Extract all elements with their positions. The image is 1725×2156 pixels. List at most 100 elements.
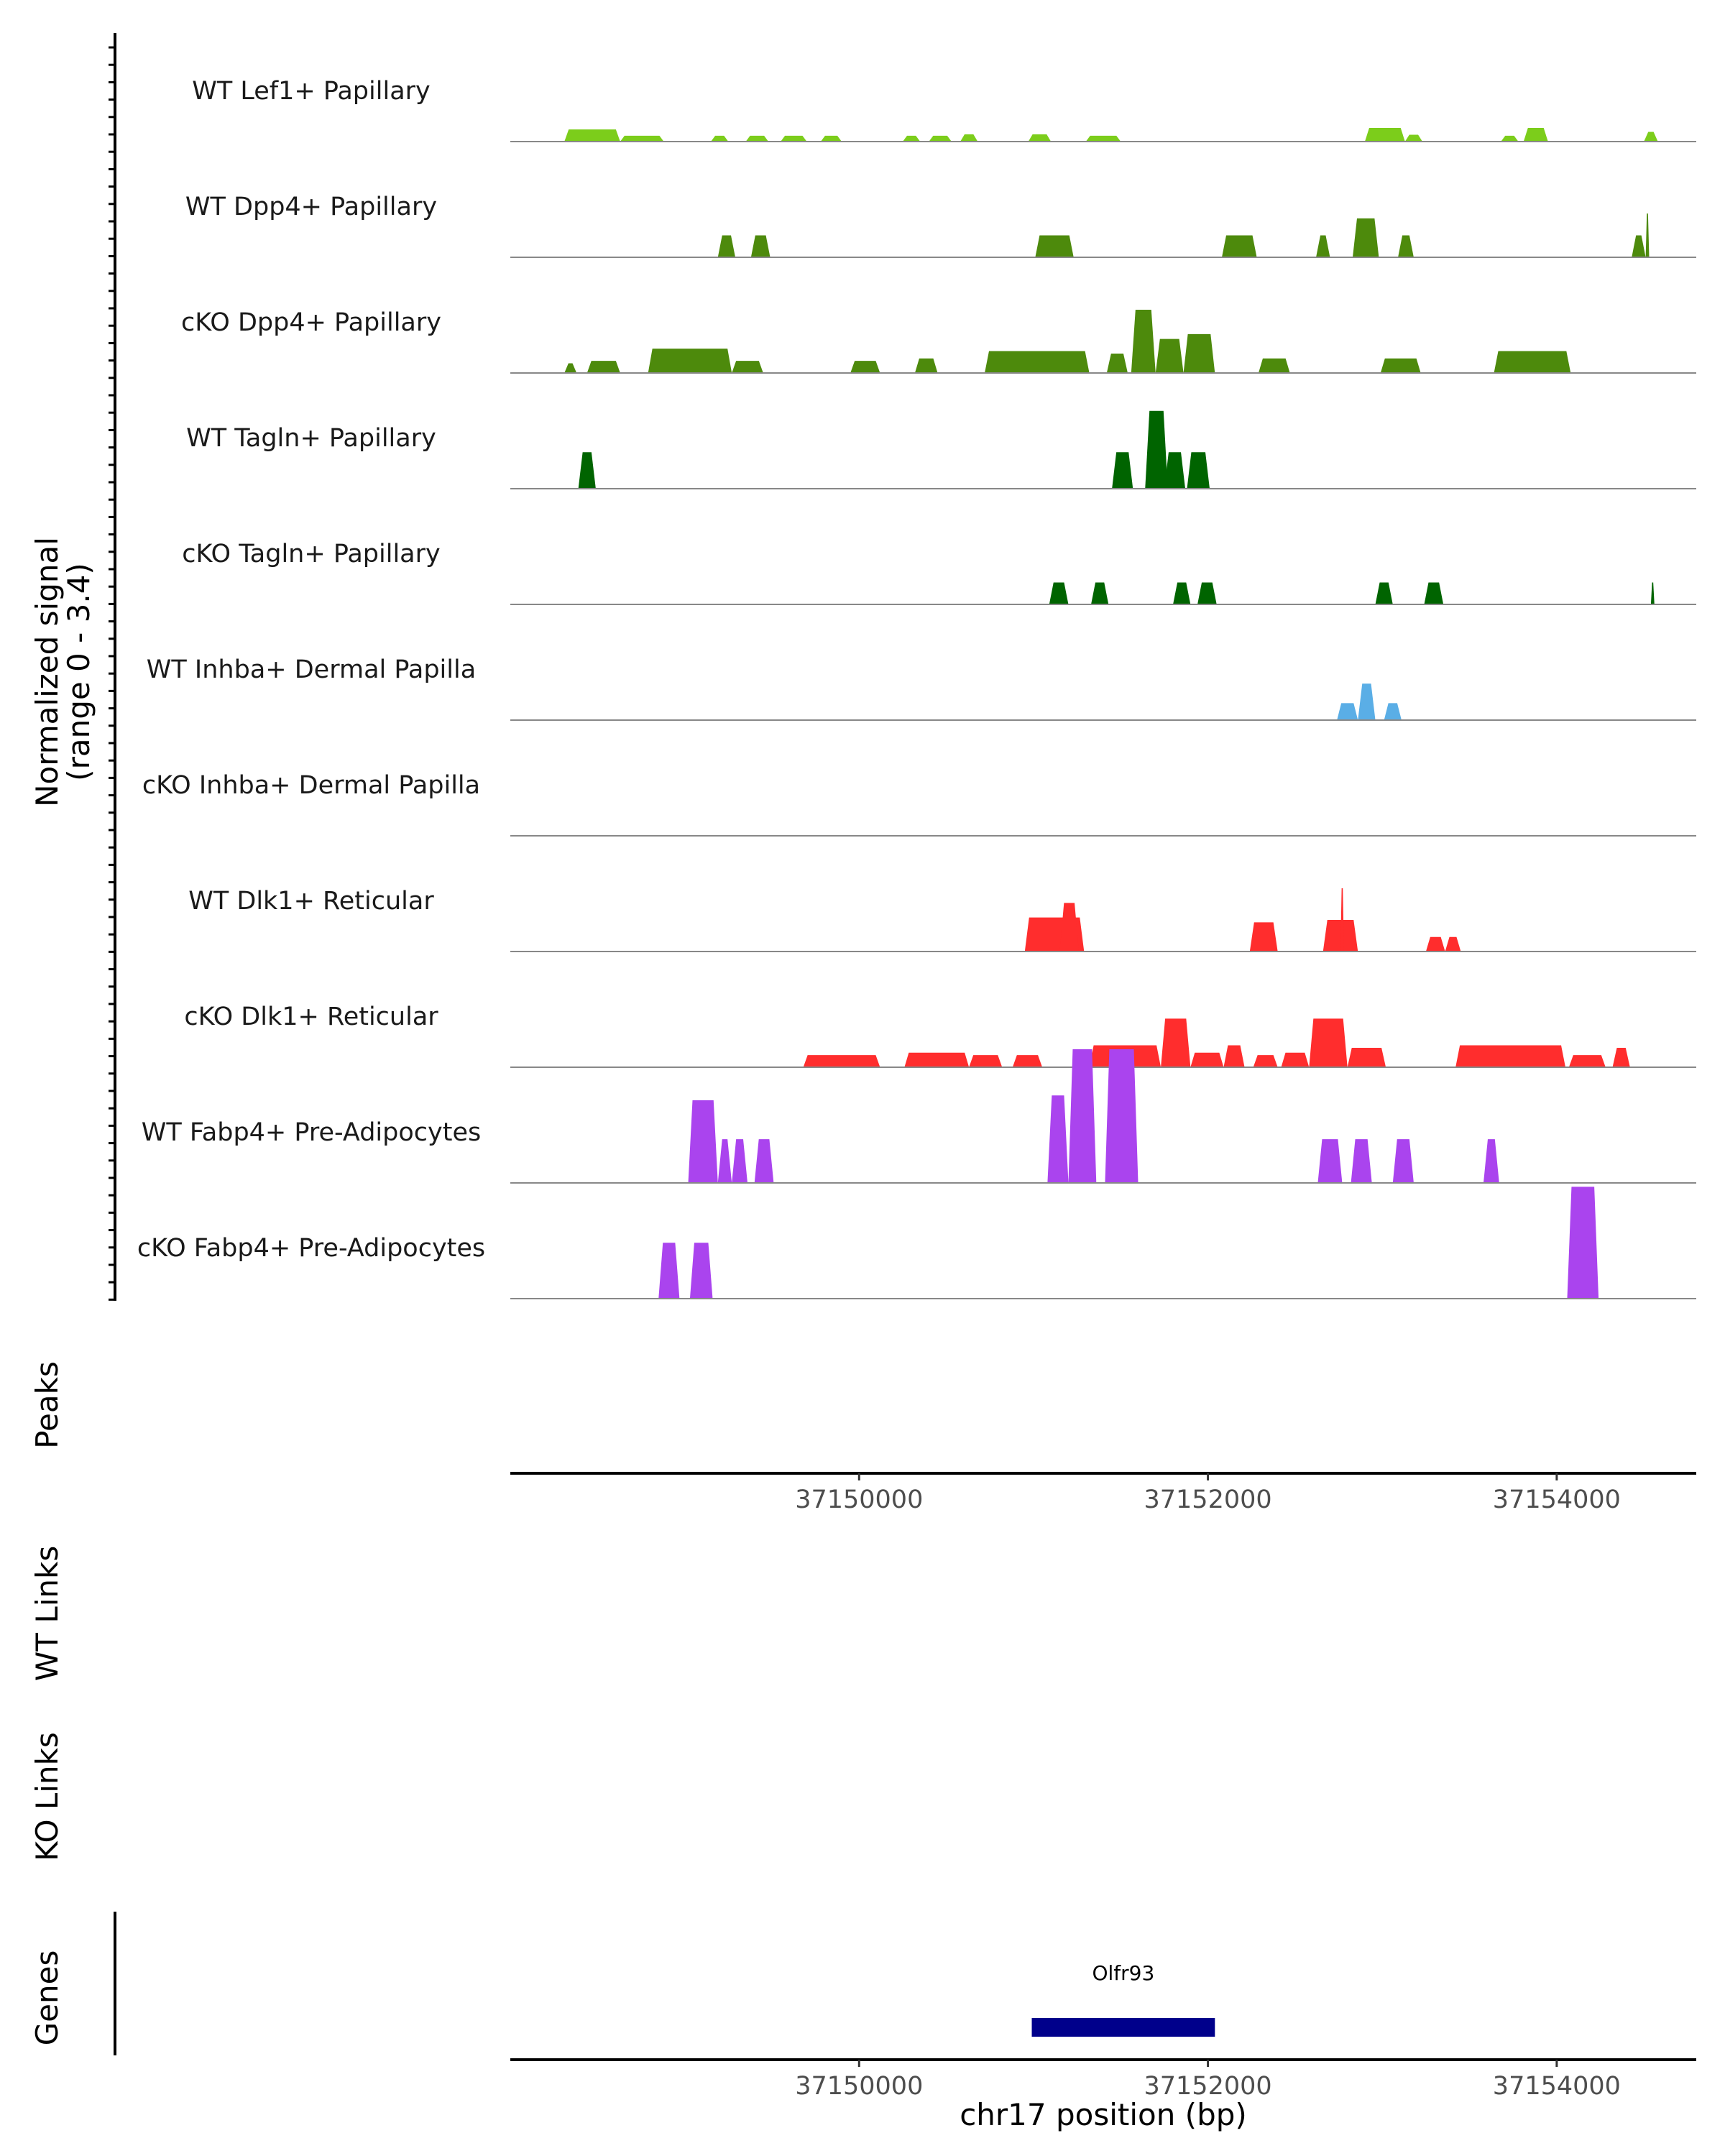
coverage-peak [1197,582,1217,604]
coverage-peak [1012,1055,1043,1067]
coverage-peak [1501,135,1519,142]
panel-label-ko-links: KO Links [29,1732,65,1861]
coverage-peak [1384,703,1402,720]
coverage-peak [717,1139,732,1183]
track-label: cKO Inhba+ Dermal Papilla [142,771,480,800]
coverage-peak [1404,134,1423,142]
coverage-peak [1351,1139,1372,1183]
coverage-peak [1316,235,1330,257]
coverage-peak [1112,452,1133,489]
coverage-peak [658,1243,680,1299]
coverage-peak [1352,218,1379,257]
coverage-track: WT Dlk1+ Reticular [188,887,1696,952]
coverage-peak [803,1055,880,1067]
coverage-peak [1222,235,1257,257]
coverage-peak [717,235,736,257]
coverage-peak [1424,582,1444,604]
coverage-peak [620,135,664,142]
coverage-peak [1347,1047,1386,1067]
coverage-peak [904,1052,970,1067]
coverage-peak [1281,1052,1310,1067]
coverage-peak [732,361,763,373]
coverage-peak [969,1055,1003,1067]
x-axis-title: chr17 position (bp) [960,2097,1247,2132]
coverage-peak [1028,134,1052,142]
coverage-peak [1085,135,1121,142]
track-label: cKO Dpp4+ Papillary [181,308,441,337]
coverage-peak [578,452,596,489]
coverage-peak [1091,582,1109,604]
coverage-peak [1049,582,1069,604]
panel-label-wt-links: WT Links [29,1546,65,1681]
coverage-peak [1317,1139,1343,1183]
peaks-x-axis: 37150000 37152000 37154000 [510,1472,1696,1514]
coverage-peak [1398,235,1414,257]
gene-body [1031,2018,1215,2037]
coverage-peak [929,135,952,142]
coverage-peak [1337,703,1358,720]
coverage-peak [1445,936,1461,952]
coverage-peak [1223,1045,1245,1067]
x-tick-label: 37152000 [1144,2072,1272,2101]
track-label: WT Tagln+ Papillary [186,424,436,453]
coverage-peak [1645,213,1650,257]
track-label: WT Fabp4+ Pre-Adipocytes [142,1118,481,1147]
coverage-track: WT Inhba+ Dermal Papilla [147,655,1696,721]
coverage-peak [1358,683,1376,720]
coverage-peak [1568,1055,1606,1067]
coverage-peak [902,135,921,142]
panel-label-peaks: Peaks [29,1361,65,1449]
coverage-peak [648,349,732,373]
coverage-peak [1106,353,1128,373]
x-tick-label: 37152000 [1144,1485,1272,1514]
coverage-peak [1650,582,1655,604]
coverage-peak [960,134,978,142]
coverage-peak [711,135,729,142]
track-label: cKO Fabp4+ Pre-Adipocytes [137,1234,485,1263]
coverage-peak [1173,582,1191,604]
coverage-peak [1340,888,1344,952]
y-axis-title-line1: Normalized signal [29,537,65,807]
coverage-peak [1145,410,1168,489]
coverage-peak [1494,351,1571,373]
coverage-peak [1183,333,1215,373]
coverage-peak [1190,1052,1224,1067]
coverage-peak [1425,936,1445,952]
coverage-peak [1131,310,1156,373]
coverage-peak [1258,358,1290,373]
track-label: WT Dpp4+ Papillary [185,193,437,221]
track-label: cKO Tagln+ Papillary [182,540,441,568]
x-tick-label: 37150000 [795,2072,923,2101]
coverage-track: WT Tagln+ Papillary [186,410,1696,489]
coverage-peak [1523,128,1548,142]
coverage-peak [1105,1049,1138,1183]
x-tick-label: 37154000 [1493,1485,1621,1514]
coverage-peak [1455,1045,1566,1067]
coverage-peak [732,1139,748,1183]
coverage-peak [1253,1055,1278,1067]
coverage-track: cKO Tagln+ Papillary [182,540,1696,605]
coverage-peak [1322,920,1358,952]
signal-y-axis [109,33,116,1301]
coverage-peak [820,135,842,142]
genes-x-axis: 37150000 37152000 37154000 [510,2058,1696,2101]
coverage-peak [586,361,620,373]
coverage-peak [781,135,807,142]
track-label: WT Dlk1+ Reticular [188,887,434,916]
coverage-peak [1161,1018,1191,1067]
coverage-peak [914,358,938,373]
coverage-tracks: WT Lef1+ Papillary WT Dpp4+ Papillary cKO … [137,77,1696,1299]
coverage-peak [1068,1049,1097,1183]
coverage-peak [1567,1187,1599,1299]
coverage-peak [754,1139,774,1183]
coverage-peak [1375,582,1393,604]
track-label: WT Lef1+ Papillary [192,77,431,106]
panel-label-genes: Genes [29,1950,65,2046]
coverage-peak [1644,132,1658,142]
x-tick-label: 37150000 [795,1485,923,1514]
gene-annotations: Olfr93 [1031,1961,1215,2037]
coverage-peak [1380,358,1421,373]
coverage-peak [689,1243,713,1299]
coverage-peak [1035,235,1074,257]
